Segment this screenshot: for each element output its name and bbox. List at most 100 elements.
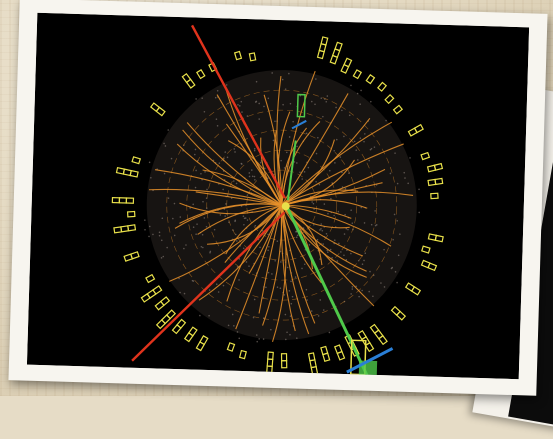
calo-tower [149, 102, 161, 113]
hit-dot [409, 157, 411, 159]
hit-dot [341, 186, 344, 188]
calo-tower [420, 151, 431, 161]
hit-dot [234, 151, 236, 153]
hit-dot [192, 226, 195, 228]
calo-tower [334, 41, 343, 52]
hit-dot [315, 180, 317, 183]
hit-dot [319, 299, 322, 301]
hit-dot [253, 175, 256, 178]
hit-dot [343, 233, 346, 235]
hit-dot [172, 217, 174, 220]
hit-dot [348, 114, 351, 117]
hit-dot [279, 287, 282, 290]
orange-track [281, 204, 367, 278]
hit-dot [374, 224, 377, 227]
hit-dot [236, 240, 238, 242]
hit-dot [325, 100, 328, 103]
hit-dot [345, 258, 348, 261]
hit-dot [333, 239, 336, 241]
hit-dot [208, 314, 210, 317]
hit-dot [224, 215, 226, 217]
hit-dot [226, 156, 229, 159]
hit-dot [325, 233, 328, 235]
hit-dot [364, 252, 367, 254]
calo-tower [155, 319, 167, 330]
hit-dot [256, 340, 258, 343]
calo-tower [126, 210, 136, 218]
hit-dot [264, 167, 266, 170]
hit-dot [231, 313, 234, 316]
hit-dot [242, 247, 245, 250]
hit-dot [237, 103, 239, 106]
hit-dot [383, 248, 385, 251]
green-track-short [286, 140, 297, 201]
orange-track [179, 203, 282, 224]
hit-dot [201, 97, 203, 99]
hit-dot [222, 188, 224, 191]
hit-dot [199, 314, 201, 317]
hit-dot [240, 162, 243, 165]
hit-dot [351, 288, 354, 290]
orange-track [182, 129, 282, 206]
hit-dot [173, 202, 176, 205]
photo-card [8, 0, 548, 396]
hit-dot [233, 148, 236, 150]
calo-tower [427, 262, 438, 272]
hit-dot [310, 310, 313, 312]
hit-dot [303, 171, 306, 173]
hit-dot [255, 80, 258, 83]
hit-dot [328, 169, 331, 172]
hit-dot [319, 229, 321, 231]
calo-tower [183, 332, 194, 343]
hit-dot [396, 182, 399, 185]
hit-dot [167, 129, 170, 131]
green-marker-box [296, 93, 306, 118]
hit-dot [339, 156, 342, 158]
hit-dot [360, 89, 362, 92]
hit-dot [361, 289, 363, 292]
calo-tower [115, 166, 126, 175]
hit-dot [238, 337, 241, 340]
hit-dot [296, 337, 298, 340]
hit-dot [305, 132, 308, 135]
hit-dot [370, 147, 373, 150]
hit-dot [166, 246, 168, 249]
calo-tower [181, 72, 192, 84]
hit-dot [296, 162, 298, 164]
hit-dot [208, 289, 211, 291]
orange-track [262, 205, 283, 326]
hit-dot [244, 217, 247, 219]
hit-dot [248, 175, 251, 178]
orange-track [281, 205, 310, 335]
red-track-lower [131, 211, 286, 362]
hit-dot [205, 207, 208, 209]
hit-dot [284, 313, 287, 316]
hit-dot [209, 251, 211, 254]
hit-dot [301, 267, 303, 270]
hit-dot [341, 109, 343, 112]
orange-track [206, 204, 283, 245]
hit-dot [328, 331, 331, 334]
hit-dot [167, 197, 170, 199]
hit-dot [214, 96, 217, 99]
hit-dot [391, 266, 394, 269]
hit-dot [276, 240, 279, 243]
hit-dot [392, 238, 394, 241]
hit-dot [320, 227, 322, 230]
hit-dot [320, 223, 323, 225]
hit-dot [363, 259, 365, 262]
hit-dot [258, 102, 260, 105]
hit-dot [368, 290, 370, 293]
hit-dot [322, 309, 325, 311]
hit-dot [336, 138, 338, 141]
orange-track [154, 169, 282, 206]
hit-dot [288, 136, 291, 138]
hit-dot [326, 251, 329, 253]
hit-dot [327, 212, 329, 215]
hit-dot [263, 105, 265, 108]
hit-dot [289, 315, 292, 317]
orange-track [148, 188, 282, 206]
hit-dot [293, 161, 296, 163]
hit-dot [209, 250, 212, 253]
hit-dot [283, 167, 286, 169]
